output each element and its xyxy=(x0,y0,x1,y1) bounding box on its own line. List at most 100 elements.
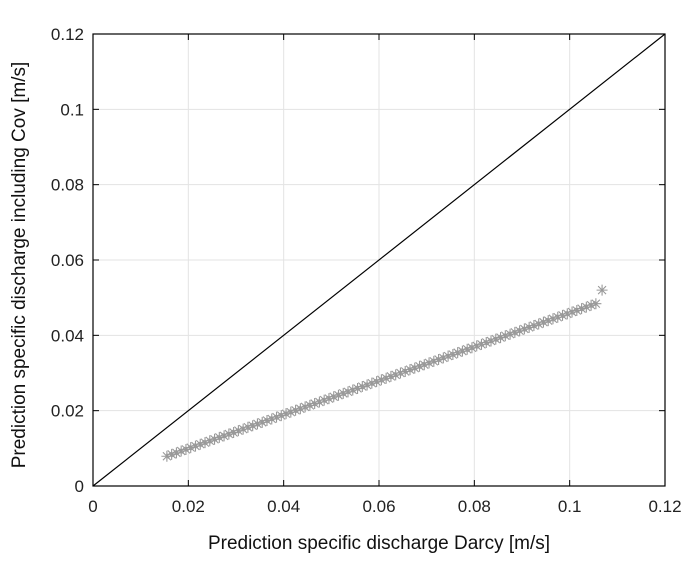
data-point xyxy=(237,423,249,435)
data-point xyxy=(561,308,573,320)
data-point xyxy=(204,435,216,447)
data-point xyxy=(199,437,211,449)
data-point xyxy=(337,387,349,399)
reference-line-group xyxy=(92,33,666,487)
y-tick-label: 0.08 xyxy=(51,176,84,195)
data-point xyxy=(394,367,406,379)
data-point xyxy=(309,398,321,410)
data-point xyxy=(475,338,487,350)
data-point xyxy=(390,369,402,381)
y-tick-label: 0.04 xyxy=(51,326,84,345)
data-point xyxy=(209,433,221,445)
data-point xyxy=(414,360,426,372)
data-point xyxy=(175,445,187,457)
data-point xyxy=(485,335,497,347)
data-point xyxy=(228,427,240,439)
data-point xyxy=(495,332,507,344)
x-tick-label: 0.12 xyxy=(648,497,681,516)
data-point xyxy=(290,404,302,416)
data-point xyxy=(566,306,578,318)
y-tick-labels: 0 0.02 0.04 0.06 0.08 0.1 0.12 xyxy=(51,25,84,496)
data-point xyxy=(537,316,549,328)
data-point xyxy=(433,353,445,365)
y-tick-label: 0.02 xyxy=(51,402,84,421)
series-markers xyxy=(161,284,608,462)
x-tick-label: 0.04 xyxy=(267,497,300,516)
data-point xyxy=(571,304,583,316)
data-point xyxy=(232,425,244,437)
data-point xyxy=(385,370,397,382)
data-point xyxy=(442,350,454,362)
x-tick-labels: 0 0.02 0.04 0.06 0.08 0.1 0.12 xyxy=(88,497,681,516)
data-point xyxy=(271,411,283,423)
data-point xyxy=(375,374,387,386)
data-point xyxy=(166,448,178,460)
data-point xyxy=(347,384,359,396)
data-point xyxy=(247,420,259,432)
data-point xyxy=(590,298,602,310)
data-point xyxy=(557,309,569,321)
data-point xyxy=(313,396,325,408)
x-axis-label: Prediction specific discharge Darcy [m/s… xyxy=(208,533,550,554)
data-point xyxy=(542,315,554,327)
data-point xyxy=(318,394,330,406)
data-point xyxy=(461,343,473,355)
data-point xyxy=(242,421,254,433)
data-point xyxy=(466,342,478,354)
data-point xyxy=(356,381,368,393)
data-point xyxy=(580,301,592,313)
data-point xyxy=(523,321,535,333)
y-axis-label: Prediction specific discharge including … xyxy=(9,62,30,469)
data-point xyxy=(294,403,306,415)
data-point xyxy=(275,410,287,422)
data-point xyxy=(404,364,416,376)
data-point xyxy=(596,284,608,296)
data-point xyxy=(528,320,540,332)
y-tick-label: 0.12 xyxy=(51,25,84,44)
data-point xyxy=(547,313,559,325)
data-point xyxy=(585,299,597,311)
reference-line xyxy=(92,33,666,487)
data-point xyxy=(185,442,197,454)
data-point xyxy=(189,440,201,452)
tick-marks xyxy=(92,33,666,487)
data-point xyxy=(399,365,411,377)
data-point xyxy=(428,355,440,367)
data-point xyxy=(380,372,392,384)
data-point xyxy=(352,382,364,394)
data-point xyxy=(328,391,340,403)
data-point xyxy=(418,359,430,371)
y-tick-label: 0.1 xyxy=(60,100,84,119)
data-point xyxy=(256,416,268,428)
data-point xyxy=(514,325,526,337)
data-point xyxy=(366,377,378,389)
data-point xyxy=(332,389,344,401)
data-point xyxy=(409,362,421,374)
data-point xyxy=(456,345,468,357)
x-tick-label: 0 xyxy=(88,497,97,516)
data-point xyxy=(251,418,263,430)
data-point xyxy=(285,406,297,418)
data-point xyxy=(304,399,316,411)
data-point xyxy=(490,333,502,345)
data-point xyxy=(576,303,588,315)
data-point xyxy=(299,401,311,413)
data-point xyxy=(437,352,449,364)
y-tick-label: 0.06 xyxy=(51,251,84,270)
data-point xyxy=(552,311,564,323)
data-point xyxy=(518,323,530,335)
data-point xyxy=(499,330,511,342)
x-tick-label: 0.1 xyxy=(558,497,582,516)
data-point xyxy=(170,447,182,459)
data-point xyxy=(533,318,545,330)
data-point xyxy=(371,376,383,388)
data-point xyxy=(323,393,335,405)
data-point xyxy=(423,357,435,369)
data-point xyxy=(504,328,516,340)
data-point xyxy=(194,438,206,450)
data-point xyxy=(261,414,273,426)
x-tick-label: 0.06 xyxy=(362,497,395,516)
data-point xyxy=(213,431,225,443)
